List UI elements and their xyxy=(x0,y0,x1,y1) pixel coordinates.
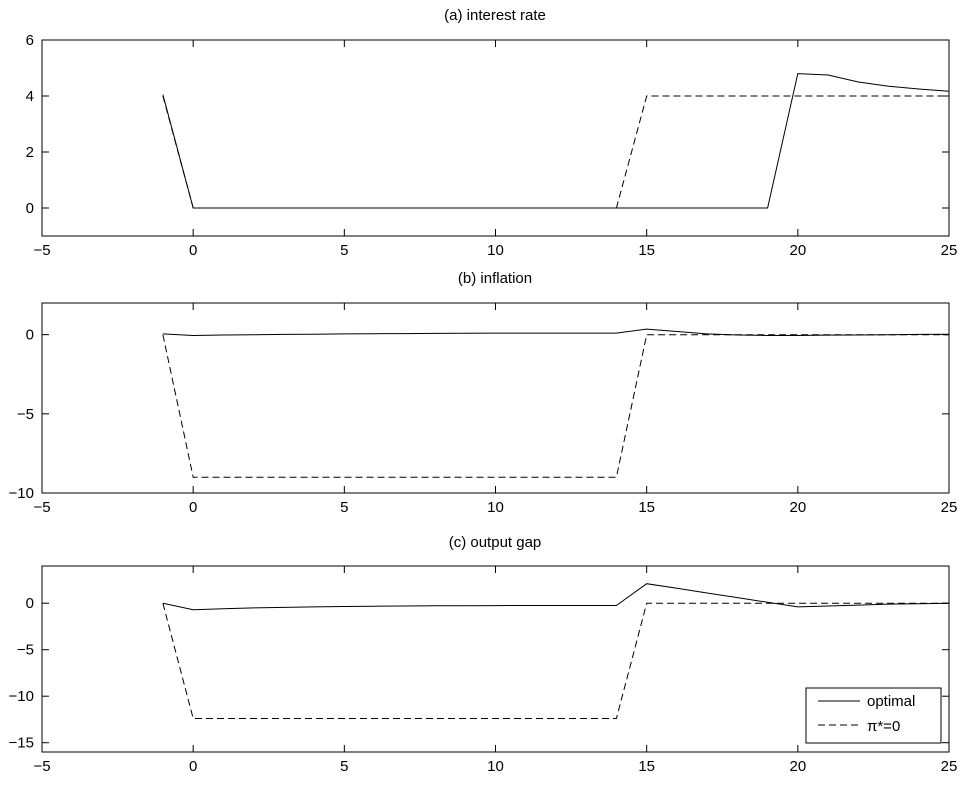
plot-area: −5 0 5 10 15 20 25 0 2 4 6 xyxy=(26,32,958,259)
legend: optimal π*=0 xyxy=(805,687,942,744)
x-tick-label: 25 xyxy=(941,499,958,516)
y-tick-label: −10 xyxy=(9,688,34,705)
x-tick-label: 15 xyxy=(638,242,655,259)
panel-interest-rate: (a) interest rate −5 0 5 10 15 20 25 0 2 4 6 xyxy=(26,7,958,259)
plot-area: −5 0 5 10 15 20 25 −15 −10 −5 0 xyxy=(9,566,958,775)
y-tick-label: −5 xyxy=(17,406,34,423)
x-tick-label: 5 xyxy=(340,758,348,775)
legend-box xyxy=(805,687,942,744)
legend-label-pi-star: π*=0 xyxy=(867,718,900,735)
x-tick-label: −5 xyxy=(33,499,50,516)
panel-output-gap: (c) output gap −5 0 5 10 15 20 25 −15 −10 −5 0 opt… xyxy=(9,534,958,775)
x-tick-label: 15 xyxy=(638,499,655,516)
panel-inflation: (b) inflation −5 0 5 10 15 20 25−10−50 xyxy=(9,270,958,516)
panel-title: (b) inflation xyxy=(458,270,532,287)
plot-area: −5 0 5 10 15 20 25−10−50 xyxy=(9,303,958,516)
x-tick-label: −5 xyxy=(33,242,50,259)
x-tick-label: 10 xyxy=(487,242,504,259)
y-tick-label: 0 xyxy=(26,200,34,217)
axes-frame xyxy=(41,565,950,753)
y-tick-label: 2 xyxy=(26,144,34,161)
panel-title: (a) interest rate xyxy=(444,7,546,24)
x-tick-label: 20 xyxy=(789,758,806,775)
series-line-optimal xyxy=(162,583,950,611)
x-tick-label: 0 xyxy=(189,242,197,259)
x-tick-label: 10 xyxy=(487,758,504,775)
series-line-pi-star-zero xyxy=(162,95,949,209)
x-tick-label: 25 xyxy=(941,242,958,259)
y-tick-label: 0 xyxy=(26,595,34,612)
x-tick-label: 0 xyxy=(189,499,197,516)
x-tick-label: 0 xyxy=(189,758,197,775)
x-tick-label: 5 xyxy=(340,242,348,259)
x-tick-label: 15 xyxy=(638,758,655,775)
y-tick-label: 4 xyxy=(26,88,34,105)
axes-frame xyxy=(41,39,950,237)
y-tick-label: 0 xyxy=(26,327,34,344)
y-tick-label: −10 xyxy=(9,485,34,502)
legend-label-optimal: optimal xyxy=(867,693,915,710)
x-tick-label: 10 xyxy=(487,499,504,516)
x-tick-label: 25 xyxy=(941,758,958,775)
y-tick-label: 6 xyxy=(26,32,34,49)
y-tick-label: −5 xyxy=(17,642,34,659)
panel-title: (c) output gap xyxy=(449,534,542,551)
x-tick-label: 5 xyxy=(340,499,348,516)
x-tick-label: 20 xyxy=(789,499,806,516)
y-tick-label: −15 xyxy=(9,735,34,752)
series-line-pi-star-zero xyxy=(162,334,949,478)
series-line-optimal xyxy=(162,328,950,337)
x-tick-label: 20 xyxy=(789,242,806,259)
axes-frame xyxy=(41,302,950,494)
x-tick-label: −5 xyxy=(33,758,50,775)
